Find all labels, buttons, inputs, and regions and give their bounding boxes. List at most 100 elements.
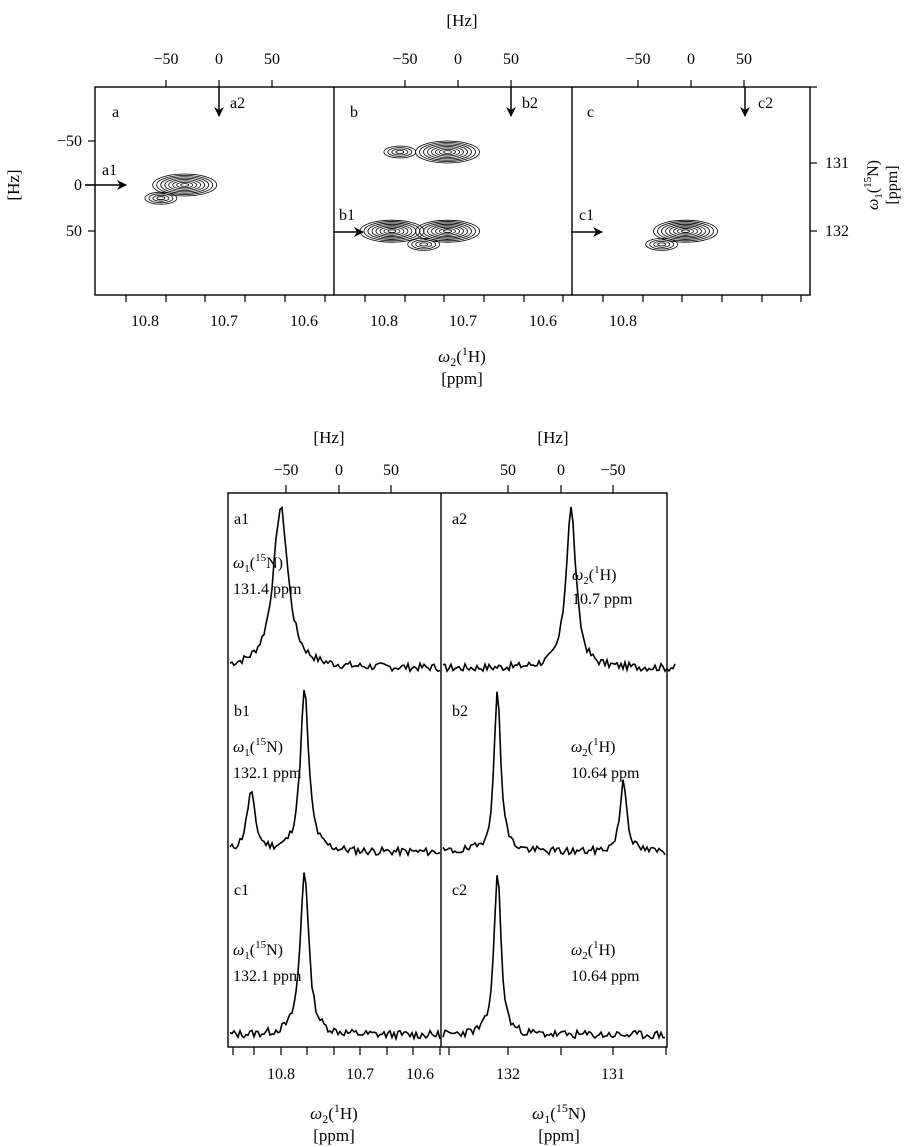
slice-value: 131.4 ppm <box>233 581 302 598</box>
right-axis-title: ω1(15N) [ppm] <box>862 160 901 210</box>
slice-trace <box>442 875 666 1040</box>
contour-peak <box>653 219 718 243</box>
top-hz-ticks <box>165 80 745 87</box>
panel-label: b <box>350 104 358 121</box>
contour-peak <box>383 145 417 159</box>
svg-text:[ppm]: [ppm] <box>884 165 901 204</box>
slice-trace <box>229 689 441 858</box>
bottom-top-tick: −50 <box>600 462 625 479</box>
bottom-ppm-tick: 10.6 <box>290 313 318 330</box>
bottom-ppm-tick: 10.8 <box>609 313 637 330</box>
arrow-label-c1: c1 <box>579 207 594 224</box>
top-2d-figure: [Hz] −50 0 50 −50 0 50 −50 0 50 −50 0 <box>4 11 901 388</box>
left-hz-tick: 50 <box>66 223 82 240</box>
bottom-ppm-tick: 132 <box>496 1066 520 1083</box>
bottom-top-ticks <box>285 485 614 493</box>
right-ppm-tick: 132 <box>825 223 849 240</box>
slice-label: b1 <box>234 703 250 720</box>
top-hz-unit: [Hz] <box>446 11 477 30</box>
top-hz-tick: −50 <box>392 51 417 68</box>
bottom-ppm-tick: 10.6 <box>406 1066 434 1083</box>
svg-text:[ppm]: [ppm] <box>441 369 483 388</box>
contour-peak <box>359 219 425 243</box>
arrow-label-a1: a1 <box>102 162 117 179</box>
contour-peak <box>152 173 218 197</box>
arrow-label-b2: b2 <box>522 95 538 112</box>
bottom-slices-figure: [Hz] [Hz] −50 0 50 50 0 −50 10.8 10.7 10… <box>227 428 676 1145</box>
slice-dimension: ω2(1H) <box>571 736 616 759</box>
top-hz-tick: 0 <box>454 51 462 68</box>
panel-label: a <box>112 104 119 121</box>
arrow-label-c2: c2 <box>758 95 773 112</box>
bottom-ppm-tick: 10.7 <box>346 1066 374 1083</box>
left-hz-tick: −50 <box>57 133 82 150</box>
svg-text:[ppm]: [ppm] <box>313 1126 355 1145</box>
svg-text:ω2(1H): ω2(1H) <box>310 1101 358 1126</box>
bottom-ppm-tick: 131 <box>601 1066 625 1083</box>
top-hz-tick: −50 <box>625 51 650 68</box>
slice-value: 10.64 ppm <box>571 968 640 985</box>
bottom-bottom-ticks <box>232 1047 667 1055</box>
bottom-left-hz-unit: [Hz] <box>313 428 344 447</box>
bottom-right-hz-unit: [Hz] <box>537 428 568 447</box>
panel-label: c <box>587 104 594 121</box>
arrow-label-a2: a2 <box>230 95 245 112</box>
right-ppm-tick: 131 <box>825 155 849 172</box>
svg-text:[ppm]: [ppm] <box>538 1126 580 1145</box>
bottom-frame <box>227 492 668 1048</box>
bottom-top-tick: 0 <box>335 462 343 479</box>
contour-peak <box>144 191 178 205</box>
slice-trace <box>442 506 676 674</box>
svg-text:ω2(1H): ω2(1H) <box>438 344 486 369</box>
left-hz-tick: 0 <box>74 177 82 194</box>
right-ppm-ticks <box>810 86 817 232</box>
slice-label: c2 <box>452 882 467 899</box>
bottom-ppm-tick: 10.8 <box>267 1066 295 1083</box>
slice-value: 10.64 ppm <box>571 765 640 782</box>
svg-text:ω1(15N): ω1(15N) <box>532 1101 586 1126</box>
arrow-label-b1: b1 <box>339 207 355 224</box>
slice-dimension: ω2(1H) <box>572 564 617 587</box>
slice-value: 132.1 ppm <box>233 765 302 782</box>
bottom-ppm-tick: 10.6 <box>529 313 557 330</box>
bottom-ppm-ticks <box>125 295 802 302</box>
slice-label: a2 <box>452 511 467 528</box>
slice-dimension: ω1(15N) <box>233 939 283 962</box>
contour-peak <box>415 219 480 243</box>
slice-label: c1 <box>234 882 249 899</box>
slice-traces <box>229 505 676 1042</box>
contour-peak <box>415 140 480 164</box>
contour-peak <box>645 237 679 251</box>
bottom-right-x-axis-title: ω1(15N) [ppm] <box>532 1101 586 1145</box>
slice-value: 132.1 ppm <box>233 968 302 985</box>
bottom-top-tick: 50 <box>383 462 399 479</box>
bottom-ppm-tick: 10.8 <box>370 313 398 330</box>
top-hz-tick: 50 <box>736 51 752 68</box>
slice-dimension: ω1(15N) <box>233 552 283 575</box>
svg-text:ω1(15N): ω1(15N) <box>862 160 885 210</box>
slice-label: b2 <box>452 703 468 720</box>
contour-peaks <box>144 140 718 251</box>
top-hz-tick: 0 <box>687 51 695 68</box>
slice-trace <box>229 872 441 1042</box>
top-hz-tick: −50 <box>153 51 178 68</box>
slice-value: 10.7 ppm <box>572 591 633 608</box>
bottom-top-tick: 0 <box>557 462 565 479</box>
top-hz-tick: 50 <box>264 51 280 68</box>
top-hz-tick: 50 <box>503 51 519 68</box>
left-hz-ticks <box>88 140 95 232</box>
bottom-ppm-tick: 10.7 <box>449 313 477 330</box>
bottom-top-tick: −50 <box>273 462 298 479</box>
bottom-ppm-tick: 10.7 <box>210 313 238 330</box>
slice-label: a1 <box>234 511 249 528</box>
slice-trace <box>442 691 666 857</box>
bottom-top-tick: 50 <box>500 462 516 479</box>
top-x-axis-title: ω2(1H) [ppm] <box>438 344 486 388</box>
bottom-left-x-axis-title: ω2(1H) [ppm] <box>310 1101 358 1145</box>
top-hz-tick: 0 <box>215 51 223 68</box>
slice-dimension: ω1(15N) <box>233 736 283 759</box>
left-hz-unit: [Hz] <box>4 169 23 200</box>
slice-dimension: ω2(1H) <box>571 939 616 962</box>
bottom-ppm-tick: 10.8 <box>131 313 159 330</box>
